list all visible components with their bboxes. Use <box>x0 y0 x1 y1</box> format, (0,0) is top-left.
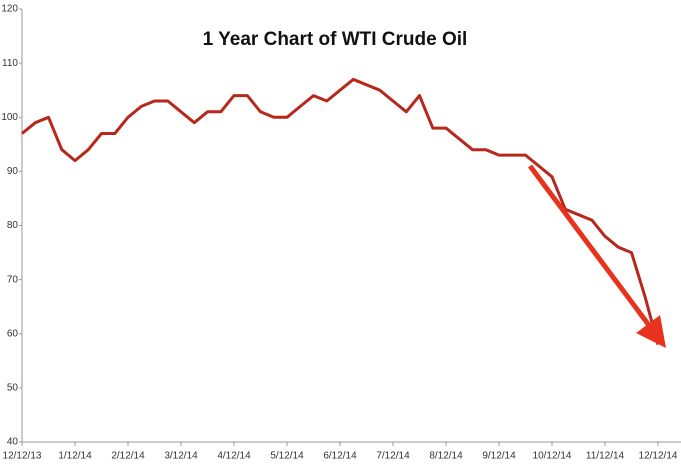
x-tick-label: 12/12/14 <box>639 451 678 462</box>
chart-title: 1 Year Chart of WTI Crude Oil <box>203 29 468 50</box>
y-tick-label: 40 <box>7 437 19 448</box>
y-tick-label: 50 <box>7 383 19 394</box>
x-tick-label: 11/12/14 <box>586 451 625 462</box>
x-tick-label: 2/12/14 <box>111 451 145 462</box>
x-tick-label: 6/12/14 <box>323 451 357 462</box>
y-tick-label: 80 <box>7 220 19 231</box>
y-tick-label: 70 <box>7 274 19 285</box>
trend-arrow <box>527 164 666 349</box>
y-tick-label: 60 <box>7 328 19 339</box>
price-line <box>21 77 660 345</box>
plot-area: 40 50 60 70 80 90 100 110 120 12/12/13 1/12/14 2/12… <box>1 4 678 462</box>
y-tick-label: 90 <box>7 166 19 177</box>
x-tick-label: 9/12/14 <box>482 451 516 462</box>
x-tick-label: 7/12/14 <box>376 451 410 462</box>
y-tick-label: 110 <box>2 58 18 69</box>
x-tick-label: 12/12/13 <box>3 451 42 462</box>
x-tick-label: 4/12/14 <box>217 451 251 462</box>
y-tick-label: 100 <box>1 112 18 123</box>
x-tick-label: 5/12/14 <box>270 451 304 462</box>
x-tick-label: 3/12/14 <box>164 451 198 462</box>
x-tick-label: 1/12/14 <box>58 451 92 462</box>
x-tick-label: 10/12/14 <box>533 451 572 462</box>
x-tick-label: 8/12/14 <box>429 451 463 462</box>
y-tick-label: 120 <box>1 4 18 15</box>
